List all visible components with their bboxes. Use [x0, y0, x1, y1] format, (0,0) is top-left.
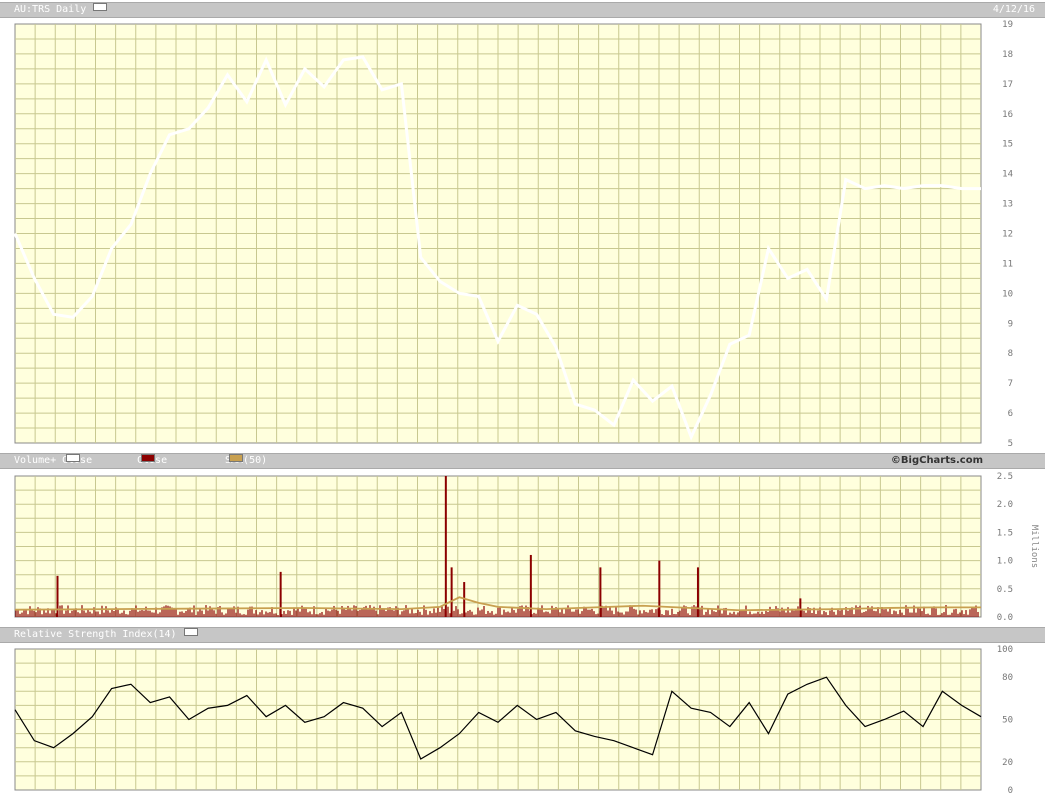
- price-legend-swatch: [93, 3, 107, 11]
- y-tick-label: 6: [1008, 409, 1013, 419]
- y-tick-label: 7: [1008, 379, 1013, 389]
- volume-panel-header: Volume+ Close Up Close Down SMA(50) ©Big…: [0, 453, 1045, 480]
- y-tick-label: 80: [1002, 673, 1013, 683]
- sma-line: [14, 596, 981, 612]
- y-tick-label: 8: [1008, 349, 1013, 359]
- y-tick-label: 0: [1008, 786, 1013, 796]
- chart-date: 4/12/16: [992, 4, 1035, 15]
- y-tick-label: 13: [1002, 200, 1013, 210]
- y-tick-label: 10: [1002, 289, 1013, 299]
- chart-title: AU:TRS Daily: [14, 4, 87, 15]
- y-tick-label: 15: [1002, 140, 1013, 150]
- price-line: [13, 55, 981, 441]
- y-tick-label: 2.0: [997, 500, 1013, 510]
- y-tick-label: 5: [1008, 439, 1013, 449]
- y-tick-label: 11: [1002, 259, 1013, 269]
- volume-label: Volume+: [14, 455, 57, 466]
- y-tick-label: 16: [1002, 110, 1013, 120]
- bigcharts-brand[interactable]: ©BigCharts.com: [890, 455, 983, 466]
- rsi-line: [14, 676, 982, 760]
- y-tick-label: 12: [1002, 230, 1013, 240]
- volume-panel: 0.0 0.5 1.0 1.5 2.0 2.5 Millions: [14, 472, 1039, 623]
- y-tick-label: 100: [997, 645, 1013, 655]
- rsi-legend-swatch: [184, 628, 198, 636]
- price-panel: 5 6 7 8 9 10 11 12 13 14 15 16 17 18 19: [13, 20, 1013, 449]
- y-tick-label: 0.5: [997, 585, 1013, 595]
- y-tick-label: 0.0: [997, 613, 1013, 623]
- y-tick-label: 1.5: [997, 528, 1013, 538]
- y-tick-label: 14: [1002, 170, 1013, 180]
- y-tick-label: 2.5: [997, 472, 1013, 482]
- rsi-panel: 0 20 50 80 100: [14, 645, 1013, 796]
- rsi-label: Relative Strength Index(14): [14, 629, 177, 640]
- y-tick-label: 20: [1002, 758, 1013, 768]
- y-tick-label: 18: [1002, 50, 1013, 60]
- y-tick-label: 50: [1002, 716, 1013, 726]
- y-tick-label: 9: [1008, 319, 1013, 329]
- rsi-panel-header: Relative Strength Index(14): [0, 627, 1045, 643]
- y-tick-label: 1.0: [997, 557, 1013, 567]
- y-axis-label: Millions: [1029, 525, 1039, 568]
- y-tick-label: 17: [1002, 80, 1013, 90]
- price-panel-header: AU:TRS Daily 4/12/16: [0, 2, 1045, 18]
- y-tick-label: 19: [1002, 20, 1013, 30]
